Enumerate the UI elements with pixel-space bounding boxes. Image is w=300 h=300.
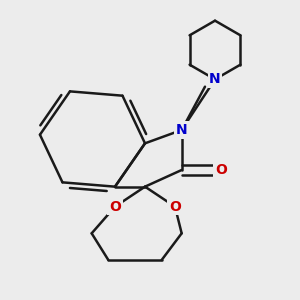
Text: N: N bbox=[176, 123, 188, 137]
Text: O: O bbox=[109, 200, 121, 214]
Text: O: O bbox=[215, 163, 227, 177]
Text: O: O bbox=[169, 200, 181, 214]
Text: N: N bbox=[209, 72, 221, 86]
